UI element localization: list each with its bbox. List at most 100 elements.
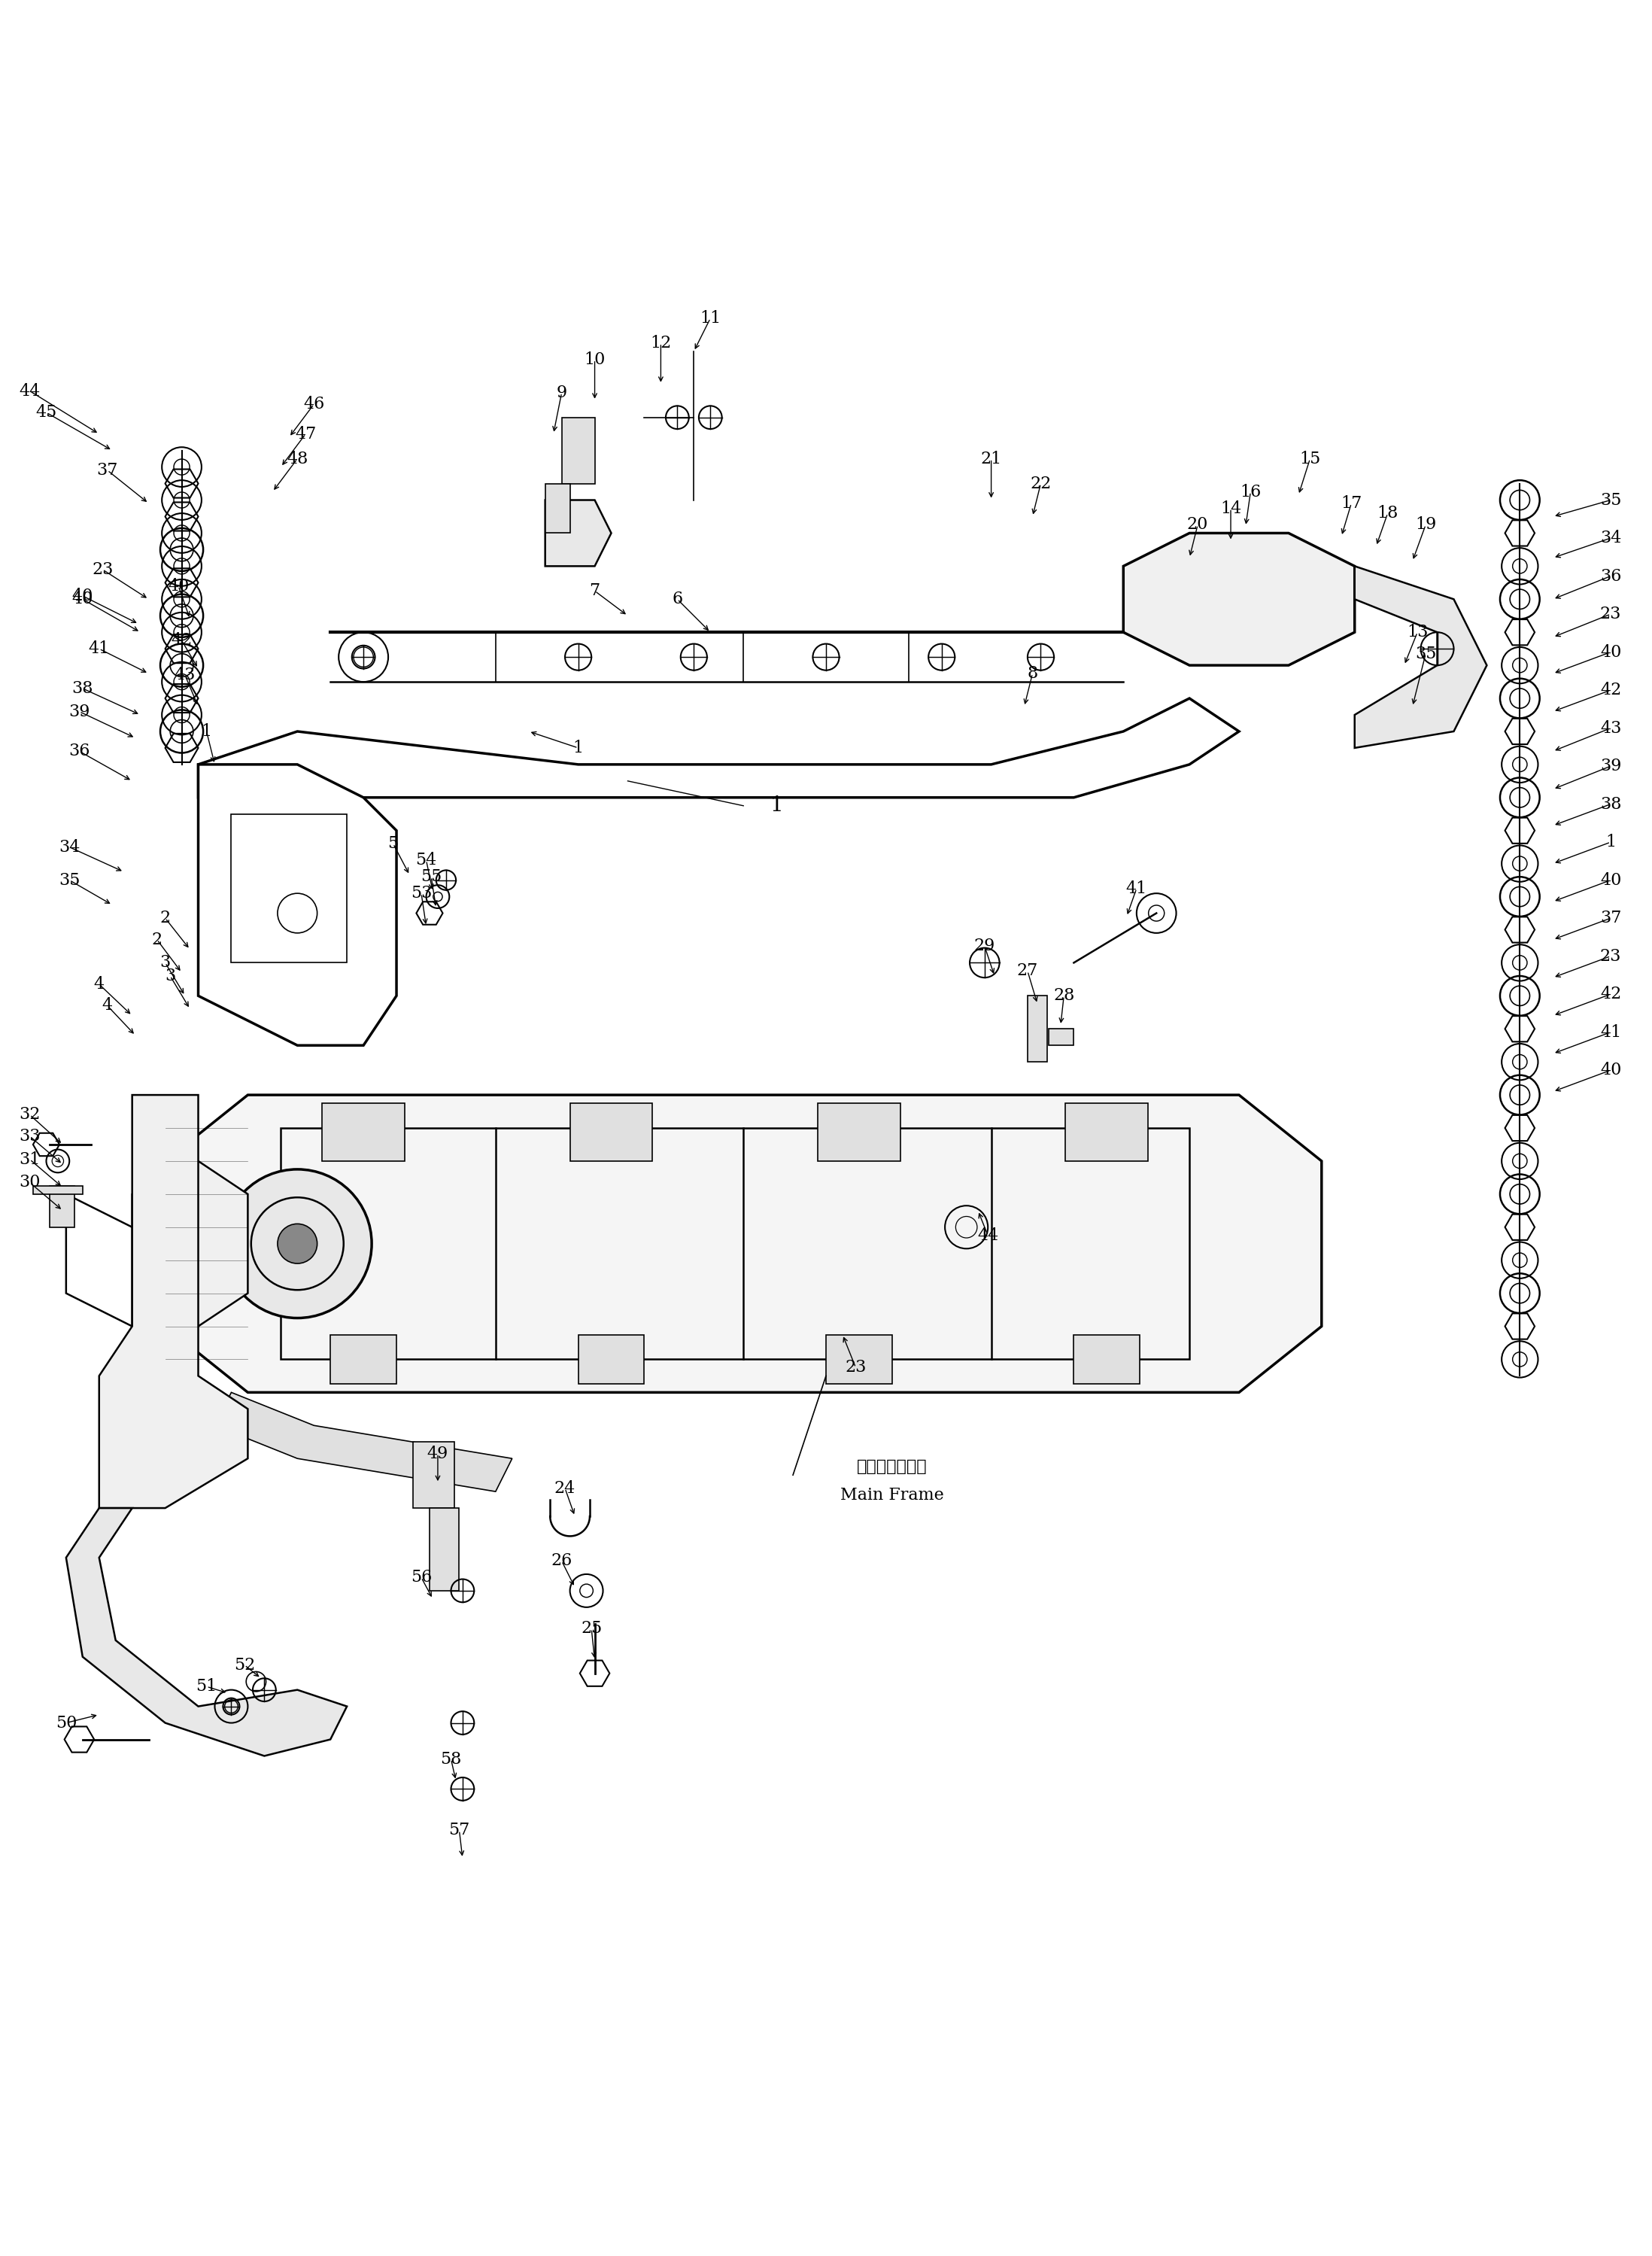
Bar — [826, 1336, 892, 1385]
Text: 35: 35 — [1601, 492, 1621, 508]
Text: 27: 27 — [1018, 963, 1037, 979]
Text: 44: 44 — [978, 1227, 998, 1243]
Text: 40: 40 — [73, 591, 93, 607]
Text: 17: 17 — [1341, 494, 1361, 512]
Polygon shape — [132, 1162, 248, 1360]
Text: 16: 16 — [1241, 483, 1260, 501]
Text: 8: 8 — [1028, 666, 1037, 681]
Bar — [231, 814, 347, 963]
Text: 38: 38 — [73, 679, 93, 697]
Bar — [281, 1128, 1189, 1360]
Text: 48: 48 — [287, 451, 307, 467]
Text: 31: 31 — [20, 1151, 40, 1169]
Bar — [430, 1507, 459, 1590]
Bar — [562, 417, 595, 483]
Text: 24: 24 — [555, 1480, 575, 1496]
Text: 49: 49 — [428, 1446, 448, 1462]
Text: 4: 4 — [102, 997, 112, 1013]
Text: 12: 12 — [651, 334, 671, 352]
Polygon shape — [215, 1392, 512, 1491]
Text: 33: 33 — [20, 1128, 40, 1144]
Text: 43: 43 — [1601, 720, 1621, 735]
Bar — [50, 1187, 74, 1227]
Circle shape — [278, 1223, 317, 1263]
Text: 32: 32 — [20, 1105, 40, 1123]
Polygon shape — [1049, 1029, 1074, 1045]
Text: 39: 39 — [69, 704, 89, 720]
Polygon shape — [198, 699, 1239, 799]
Bar — [1066, 1103, 1148, 1162]
Text: 2: 2 — [160, 909, 170, 927]
Text: 23: 23 — [846, 1360, 866, 1376]
Bar — [1028, 995, 1047, 1063]
Text: 50: 50 — [56, 1715, 76, 1730]
Text: 52: 52 — [235, 1656, 254, 1674]
Text: 23: 23 — [1601, 948, 1621, 963]
Text: 43: 43 — [175, 668, 195, 684]
Text: メインフレーム: メインフレーム — [857, 1457, 927, 1475]
Text: 46: 46 — [304, 397, 324, 413]
Text: 9: 9 — [557, 384, 567, 402]
Polygon shape — [33, 1187, 83, 1193]
Polygon shape — [1355, 566, 1487, 749]
Text: 57: 57 — [449, 1823, 469, 1839]
Text: 40: 40 — [73, 587, 93, 605]
Text: 4: 4 — [94, 977, 104, 993]
Text: 1: 1 — [770, 796, 783, 817]
Bar — [1074, 1336, 1140, 1385]
Text: Main Frame: Main Frame — [841, 1487, 943, 1502]
Text: 35: 35 — [1416, 645, 1436, 661]
Text: 3: 3 — [165, 968, 175, 984]
Text: 34: 34 — [59, 839, 79, 855]
Text: 22: 22 — [1031, 476, 1051, 492]
Text: 41: 41 — [1601, 1024, 1621, 1040]
Text: 53: 53 — [411, 884, 431, 902]
Text: 15: 15 — [1300, 451, 1320, 467]
Text: 58: 58 — [441, 1751, 461, 1766]
Text: 25: 25 — [582, 1620, 601, 1638]
Text: 41: 41 — [1127, 880, 1146, 896]
Bar — [330, 1336, 396, 1385]
Text: 19: 19 — [1416, 517, 1436, 532]
Bar — [413, 1442, 454, 1507]
Polygon shape — [66, 1507, 347, 1755]
Text: 29: 29 — [975, 938, 995, 954]
Text: 20: 20 — [1188, 517, 1208, 532]
Text: 56: 56 — [411, 1570, 431, 1586]
Text: 26: 26 — [552, 1552, 572, 1570]
Text: 23: 23 — [93, 562, 112, 578]
Bar — [322, 1103, 405, 1162]
Text: 30: 30 — [20, 1175, 40, 1191]
Polygon shape — [545, 501, 611, 566]
Polygon shape — [99, 1094, 248, 1507]
Text: 37: 37 — [97, 462, 117, 478]
Text: 41: 41 — [89, 641, 109, 656]
Text: 21: 21 — [981, 451, 1001, 467]
Text: 13: 13 — [1408, 625, 1427, 641]
Text: 42: 42 — [1601, 986, 1621, 1002]
Text: 14: 14 — [1221, 501, 1241, 517]
Text: 2: 2 — [152, 932, 162, 948]
Text: 36: 36 — [69, 742, 89, 760]
Text: 42: 42 — [1601, 681, 1621, 699]
Polygon shape — [1123, 532, 1355, 666]
Bar — [818, 1103, 900, 1162]
Text: 23: 23 — [1601, 607, 1621, 623]
Text: 36: 36 — [1601, 569, 1621, 584]
Text: 6: 6 — [672, 591, 682, 607]
Text: 1: 1 — [202, 724, 211, 740]
Text: 35: 35 — [59, 871, 79, 889]
Text: 39: 39 — [1601, 758, 1621, 774]
Text: 47: 47 — [296, 426, 316, 442]
Text: 42: 42 — [172, 632, 192, 650]
Text: 54: 54 — [416, 853, 436, 869]
Polygon shape — [198, 765, 396, 1045]
Text: 1: 1 — [1606, 835, 1616, 851]
Text: 40: 40 — [169, 578, 188, 593]
Text: 11: 11 — [700, 309, 720, 327]
Text: 44: 44 — [20, 384, 40, 399]
Polygon shape — [165, 1094, 1322, 1392]
Text: 5: 5 — [388, 835, 398, 853]
Bar — [570, 1103, 653, 1162]
Text: 38: 38 — [1601, 796, 1621, 812]
